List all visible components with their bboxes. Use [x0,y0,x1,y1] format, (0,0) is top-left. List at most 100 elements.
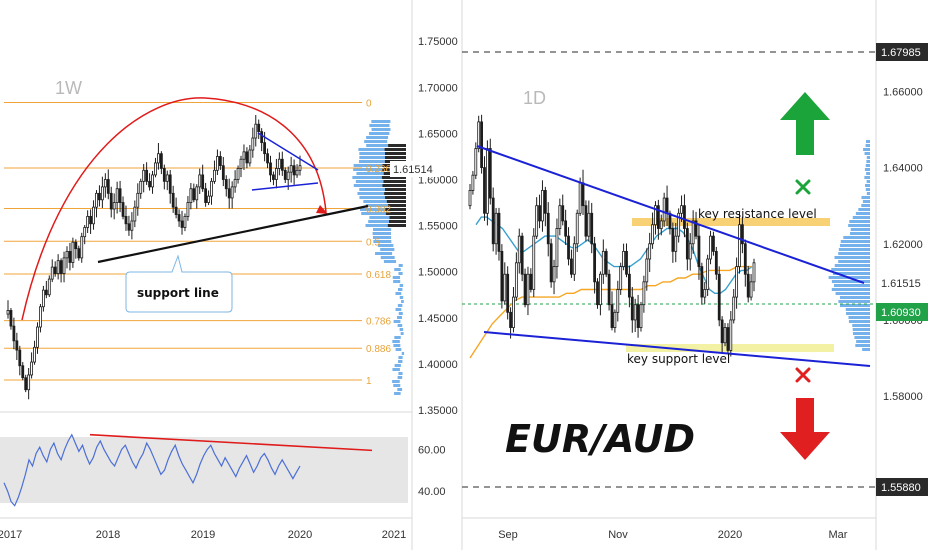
weekly-price-axis: 1.75000 1.70000 1.65000 1.60000 1.55000 1.500… [418,36,458,417]
weekly-candle [24,377,28,391]
weekly-candle [41,289,45,308]
resistance-zone[interactable] [632,218,830,226]
weekly-candle [89,215,92,225]
weekly-candle [145,169,149,182]
top-badge-text: 1.67985 [881,47,921,59]
weekly-candle [245,151,249,164]
weekly-candle [36,326,39,348]
weekly-candle [283,169,287,180]
weekly-candle [124,215,128,225]
fib-level-label: 0.5 [366,237,380,248]
weekly-candle [59,260,63,274]
daily-candle [549,243,553,283]
volume-bar [848,224,870,227]
weekly-timeframe-label: 1W [55,78,82,98]
descending-resistance-line[interactable] [476,145,865,284]
weekly-candle [224,179,228,190]
weekly-candle [174,206,178,215]
volume-bar [353,184,383,187]
weekly-candle [165,174,169,182]
volume-bar [380,256,395,259]
volume-bar [353,164,383,167]
rsi-tick: 40.00 [418,486,446,498]
triangle-lower-line[interactable] [251,182,319,191]
weekly-last-price-tag: 1.61514 [390,161,440,177]
weekly-price-tick: 1.35000 [418,405,458,417]
weekly-candle [115,188,119,203]
volume-bar [355,180,384,183]
weekly-candle [195,186,199,201]
daily-candle [567,235,570,260]
weekly-candle [98,192,101,201]
weekly-candle [227,188,231,199]
volume-bar [369,132,390,135]
daily-candle [480,121,483,168]
daily-candle [604,250,608,275]
weekly-candle [12,325,16,342]
volume-bar [845,308,870,311]
arc-arrowhead [316,205,328,214]
daily-candle [523,273,527,306]
weekly-time-axis: 2017 2018 2019 2020 2021 [0,529,406,541]
weekly-candle [33,346,36,363]
volume-bar [831,288,870,291]
volume-bar [865,164,870,167]
arrow-up-icon [780,92,830,155]
weekly-candle [171,192,175,208]
daily-candle [685,228,689,260]
daily-candle [694,220,698,237]
daily-candle [514,262,518,298]
daily-candle [503,273,507,302]
volume-bar [852,216,870,219]
volume-bar [357,192,385,195]
rsi-divergence-line[interactable] [89,433,373,452]
volume-bar [394,392,401,395]
weekly-candle [100,186,104,201]
volume-bar [865,184,870,187]
weekly-candle [216,156,219,171]
volume-bar [392,276,401,279]
volume-bar [373,240,392,243]
weekly-candle [201,174,205,190]
daily-candle [474,148,478,176]
volume-bar [834,256,870,259]
weekly-candle [62,257,66,274]
weekly-candle [183,215,187,228]
volume-bar [401,352,405,355]
daily-candle [732,296,736,321]
volume-bar [866,172,870,175]
triangle-upper-line[interactable] [257,132,319,171]
weekly-candle [168,174,172,194]
weekly-candle [248,149,252,164]
volume-bar [358,160,385,163]
volume-bar [361,212,386,215]
volume-bar [854,336,870,339]
daily-candle [601,250,605,275]
daily-candle [468,190,472,207]
volume-bar [394,268,401,271]
volume-bar [363,200,387,203]
weekly-candle [130,220,134,231]
weekly-candle [65,251,69,259]
weekly-candle [92,206,95,225]
weekly-candle [269,162,272,176]
volume-bar [399,328,404,331]
volume-bar [850,232,870,235]
volume-bar [397,376,403,379]
descending-support-line[interactable] [483,331,871,367]
daily-time-tick: Nov [608,529,628,541]
weekly-candle [180,220,184,228]
pair-title: EUR/AUD [505,417,695,461]
weekly-candle [233,179,237,188]
weekly-chart-panel: 1W 0 0.236 0.382 0.5 0.618 0.786 0.886 1 1.7500… [0,36,458,541]
rounding-top-arc[interactable] [21,97,327,321]
volume-bar [377,244,394,247]
volume-bar [838,248,870,251]
volume-bar [835,292,870,295]
support-trendline[interactable] [97,204,369,264]
weekly-candle [239,158,243,169]
volume-bar [397,288,403,291]
daily-candle [714,250,718,275]
weekly-candle [275,168,278,180]
daily-candle [535,205,539,237]
